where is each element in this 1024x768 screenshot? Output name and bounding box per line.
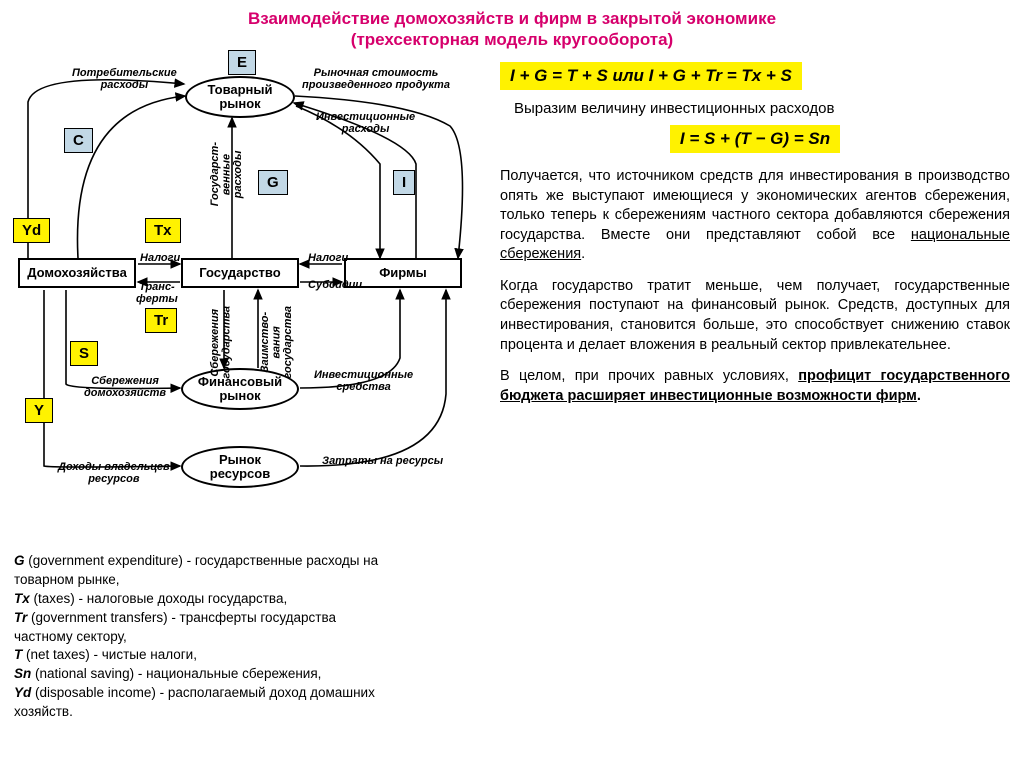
edge-label: Субсидии	[308, 280, 362, 292]
node-government: Государство	[181, 258, 299, 288]
edge-label: Сбережениядомохозяйств	[84, 376, 166, 399]
letter-label-Yd: Yd	[13, 218, 50, 243]
legend-row: T (net taxes) - чистые налоги,	[14, 646, 394, 665]
edge-label: Налоги	[308, 253, 348, 265]
paragraph-2: Когда государство тратит меньше, чем пол…	[500, 277, 1010, 355]
node-households: Домохозяйства	[18, 258, 136, 288]
right-column: I + G = T + S или I + G + Tr = Tx + S Вы…	[500, 62, 1010, 418]
letter-label-Y: Y	[25, 398, 53, 423]
edge-label: Потребительскиерасходы	[72, 68, 177, 91]
legend-row: Tx (taxes) - налоговые доходы государств…	[14, 590, 394, 609]
edge-label: Рыночная стоимостьпроизведенного продукт…	[302, 68, 450, 91]
subhead-investments: Выразим величину инвестиционных расходов	[514, 100, 1010, 117]
equation-1: I + G = T + S или I + G + Tr = Tx + S	[500, 62, 802, 90]
edge-label: Инвестиционныесредства	[314, 370, 413, 393]
edge-label: Государст-венныерасходы	[210, 142, 245, 206]
edge-label: Заимство-ваниягосударства	[260, 306, 295, 379]
letter-label-G: G	[258, 170, 288, 195]
title-line2: (трехсекторная модель кругооборота)	[351, 30, 673, 49]
legend: G (government expenditure) - государстве…	[14, 552, 394, 722]
edge-label: Транс-ферты	[136, 282, 178, 305]
edge-label: Налоги	[140, 253, 180, 265]
edge-label: Доходы владельцевресурсов	[58, 462, 170, 485]
diagram-area: ТоварныйрынокДомохозяйстваГосударствоФир…	[10, 58, 480, 538]
equation-2: I = S + (T − G) = Sn	[670, 125, 840, 153]
edge-label: Инвестиционныерасходы	[316, 112, 415, 135]
legend-row: Yd (disposable income) - располагаемый д…	[14, 684, 394, 722]
node-resources: Рынокресурсов	[181, 446, 299, 488]
legend-row: Sn (national saving) - национальные сбер…	[14, 665, 394, 684]
letter-label-S: S	[70, 341, 98, 366]
title-line1: Взаимодействие домохозяйств и фирм в зак…	[248, 9, 776, 28]
letter-label-Tx: Tx	[145, 218, 181, 243]
paragraph-1: Получается, что источником средств для и…	[500, 167, 1010, 265]
edge-label: Сбережениягосударства	[210, 306, 233, 379]
legend-row: Tr (government transfers) - трансферты г…	[14, 609, 394, 647]
edge-label: Затраты на ресурсы	[322, 456, 443, 468]
letter-label-E: E	[228, 50, 256, 75]
letter-label-Tr: Tr	[145, 308, 177, 333]
paragraph-3: В целом, при прочих равных условиях, про…	[500, 367, 1010, 406]
legend-row: G (government expenditure) - государстве…	[14, 552, 394, 590]
letter-label-C: C	[64, 128, 93, 153]
node-goods: Товарныйрынок	[185, 76, 295, 118]
letter-label-I: I	[393, 170, 415, 195]
page-title: Взаимодействие домохозяйств и фирм в зак…	[0, 8, 1024, 51]
p3-text: В целом, при прочих равных условиях,	[500, 368, 798, 384]
